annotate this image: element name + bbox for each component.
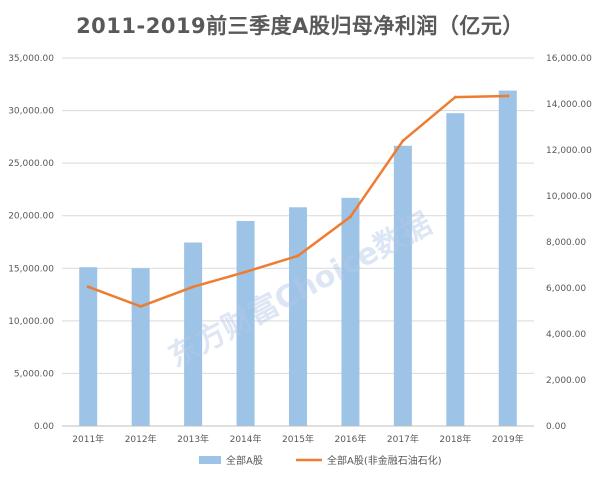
- x-tick-label: 2017年: [387, 433, 419, 445]
- x-tick-label: 2019年: [492, 433, 524, 445]
- y-left-tick-label: 10,000.00: [8, 317, 54, 327]
- legend-swatch-bar: [199, 456, 221, 464]
- line-point: [506, 94, 510, 98]
- y-right-tick-label: 0.00: [546, 422, 566, 432]
- y-left-tick-label: 0.00: [34, 422, 54, 432]
- y-right-tick-label: 16,000.00: [546, 54, 592, 64]
- bar: [289, 207, 307, 426]
- bar: [498, 90, 517, 426]
- y-right-tick-label: 14,000.00: [546, 100, 592, 110]
- legend-label-bar: 全部A股: [226, 454, 263, 467]
- bar: [79, 267, 98, 426]
- line-point: [453, 95, 457, 99]
- x-tick-label: 2011年: [72, 433, 104, 445]
- y-right-tick-label: 12,000.00: [546, 146, 592, 156]
- chart-title: 2011-2019前三季度A股归母净利润（亿元）: [76, 14, 524, 38]
- y-right-tick-label: 4,000.00: [546, 330, 586, 340]
- line-point: [296, 254, 300, 258]
- x-tick-label: 2018年: [439, 433, 471, 445]
- y-left-tick-label: 5,000.00: [14, 369, 54, 379]
- y-right-tick-label: 10,000.00: [546, 192, 592, 202]
- x-tick-label: 2012年: [125, 433, 157, 445]
- bar: [341, 197, 360, 426]
- line-point: [86, 285, 90, 289]
- x-tick-label: 2013年: [177, 433, 209, 445]
- y-right-tick-label: 6,000.00: [546, 284, 586, 294]
- bar: [446, 113, 465, 426]
- bar-series: [79, 90, 517, 426]
- legend: 全部A股 全部A股(非金融石油石化): [199, 454, 442, 467]
- y-left-tick-label: 20,000.00: [8, 212, 54, 222]
- y-right-tick-label: 2,000.00: [546, 376, 586, 386]
- line-point: [191, 285, 195, 289]
- bar: [131, 268, 150, 426]
- x-tick-label: 2015年: [282, 433, 314, 445]
- y-left-tick-label: 35,000.00: [8, 54, 54, 64]
- y-right-tick-label: 8,000.00: [546, 238, 586, 248]
- x-tick-label: 2014年: [230, 433, 262, 445]
- legend-label-line: 全部A股(非金融石油石化): [327, 454, 442, 467]
- y-left-tick-label: 15,000.00: [8, 264, 54, 274]
- line-series: [86, 94, 510, 308]
- line-point: [244, 270, 248, 274]
- axes: 0.00 5,000.00 10,000.00 15,000.00 20,000.00 2…: [8, 54, 592, 445]
- line-point: [401, 139, 405, 143]
- line-point: [139, 304, 143, 308]
- line-point: [348, 215, 352, 219]
- y-left-tick-label: 25,000.00: [8, 159, 54, 169]
- bar: [393, 145, 412, 426]
- x-tick-label: 2016年: [334, 433, 366, 445]
- y-left-tick-label: 30,000.00: [8, 107, 54, 117]
